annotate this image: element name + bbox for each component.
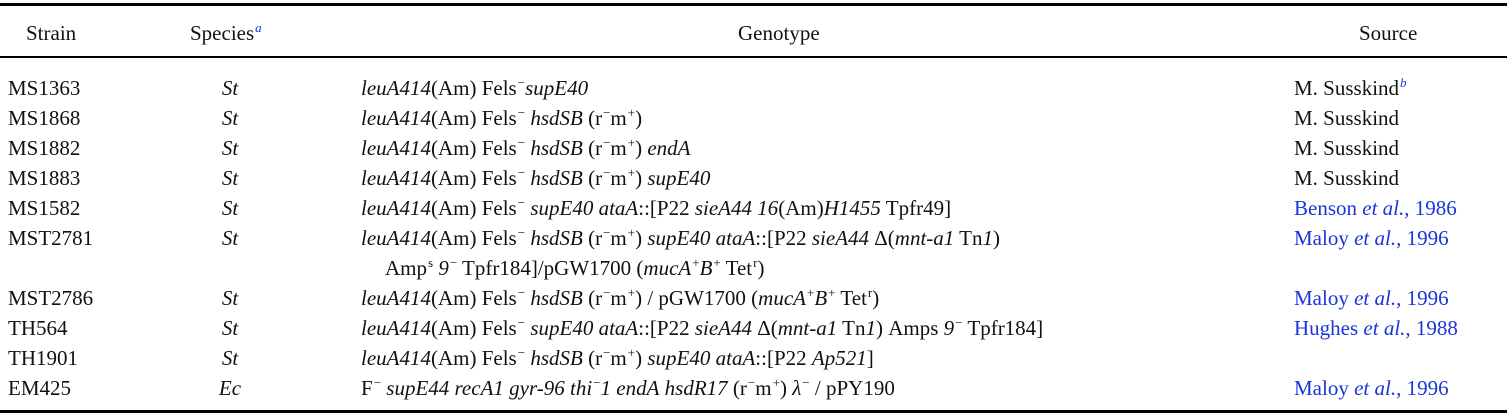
genotype-cell: leuA414(Am) Fels− hsdSB (r−m+) supE40 <box>361 165 711 190</box>
footnote-b-link[interactable]: b <box>1400 75 1407 90</box>
footnote-a-link[interactable]: a <box>255 20 262 35</box>
species-cell: St <box>221 196 239 220</box>
species-cell: St <box>221 316 239 340</box>
genotype-cell: leuA414(Am) Fels− hsdSB (r−m+) supE40 at… <box>361 345 874 370</box>
genotype-cell: leuA414(Am) Fels− hsdSB (r−m+) <box>361 105 643 130</box>
header-strain: Strain <box>26 21 77 45</box>
table-row: MS1868 St leuA414(Am) Fels− hsdSB (r−m+)… <box>0 103 1507 133</box>
species-cell: St <box>221 106 239 130</box>
table-header-rule <box>0 56 1507 58</box>
strain-cell: EM425 <box>8 376 71 400</box>
strain-cell: MS1882 <box>8 136 81 160</box>
table-row: MS1882 St leuA414(Am) Fels− hsdSB (r−m+)… <box>0 133 1507 163</box>
strain-cell: MS1883 <box>8 166 81 190</box>
source-citation-link[interactable]: Maloy et al., 1996 <box>1294 286 1449 310</box>
species-cell: St <box>221 226 239 250</box>
table-bottom-rule <box>0 410 1507 413</box>
table-row: EM425 Ec F− supE44 recA1 gyr-96 thi−1 en… <box>0 373 1507 403</box>
table-row: MS1363 St leuA414(Am) Fels−supE40 M. Sus… <box>0 73 1507 103</box>
strain-cell: MS1363 <box>8 76 81 100</box>
source-cell: M. Susskind <box>1294 166 1400 190</box>
species-cell: St <box>221 166 239 190</box>
genotype-cell-continuation: Amps 9− Tpfr184]/pGW1700 (mucA+B+ Tetr) <box>385 255 765 280</box>
species-cell: Ec <box>218 376 242 400</box>
header-species: Speciesa <box>190 20 262 45</box>
source-citation-link[interactable]: Maloy et al., 1996 <box>1294 226 1449 250</box>
strain-cell: MS1868 <box>8 106 81 130</box>
header-genotype: Genotype <box>738 21 820 45</box>
source-cell: M. Susskindb <box>1294 75 1407 100</box>
source-citation-link[interactable]: Benson et al., 1986 <box>1294 196 1457 220</box>
source-citation-link[interactable]: Maloy et al., 1996 <box>1294 376 1449 400</box>
header-source: Source <box>1359 21 1418 45</box>
table-top-rule <box>0 3 1507 6</box>
species-cell: St <box>221 136 239 160</box>
genotype-cell: leuA414(Am) Fels−supE40 <box>361 75 589 100</box>
source-cell: M. Susskind <box>1294 106 1400 130</box>
species-cell: St <box>221 76 239 100</box>
strain-cell: MST2781 <box>8 226 94 250</box>
table-row: MS1582 St leuA414(Am) Fels− supE40 ataA:… <box>0 193 1507 223</box>
strain-cell: MS1582 <box>8 196 81 220</box>
table-row: MS1883 St leuA414(Am) Fels− hsdSB (r−m+)… <box>0 163 1507 193</box>
table-row: MST2786 St leuA414(Am) Fels− hsdSB (r−m+… <box>0 283 1507 313</box>
source-cell: M. Susskind <box>1294 136 1400 160</box>
species-cell: St <box>221 346 239 370</box>
species-cell: St <box>221 286 239 310</box>
strain-cell: TH1901 <box>8 346 78 370</box>
source-citation-link[interactable]: Hughes et al., 1988 <box>1294 316 1458 340</box>
table-row-continuation: Amps 9− Tpfr184]/pGW1700 (mucA+B+ Tetr) <box>0 253 1507 283</box>
strain-cell: MST2786 <box>8 286 94 310</box>
genotype-cell: leuA414(Am) Fels− hsdSB (r−m+) endA <box>361 135 691 160</box>
strain-cell: TH564 <box>8 316 68 340</box>
genotype-cell: leuA414(Am) Fels− supE40 ataA::[P22 sieA… <box>361 195 952 220</box>
table-row: TH1901 St leuA414(Am) Fels− hsdSB (r−m+)… <box>0 343 1507 373</box>
genotype-cell: leuA414(Am) Fels− supE40 ataA::[P22 sieA… <box>361 315 1044 340</box>
genotype-cell: leuA414(Am) Fels− hsdSB (r−m+) supE40 at… <box>361 225 1000 250</box>
table-row: MST2781 St leuA414(Am) Fels− hsdSB (r−m+… <box>0 223 1507 253</box>
table-row: TH564 St leuA414(Am) Fels− supE40 ataA::… <box>0 313 1507 343</box>
genotype-cell: F− supE44 recA1 gyr-96 thi−1 endA hsdR17… <box>361 375 895 400</box>
genotype-cell: leuA414(Am) Fels− hsdSB (r−m+) / pGW1700… <box>361 285 880 310</box>
